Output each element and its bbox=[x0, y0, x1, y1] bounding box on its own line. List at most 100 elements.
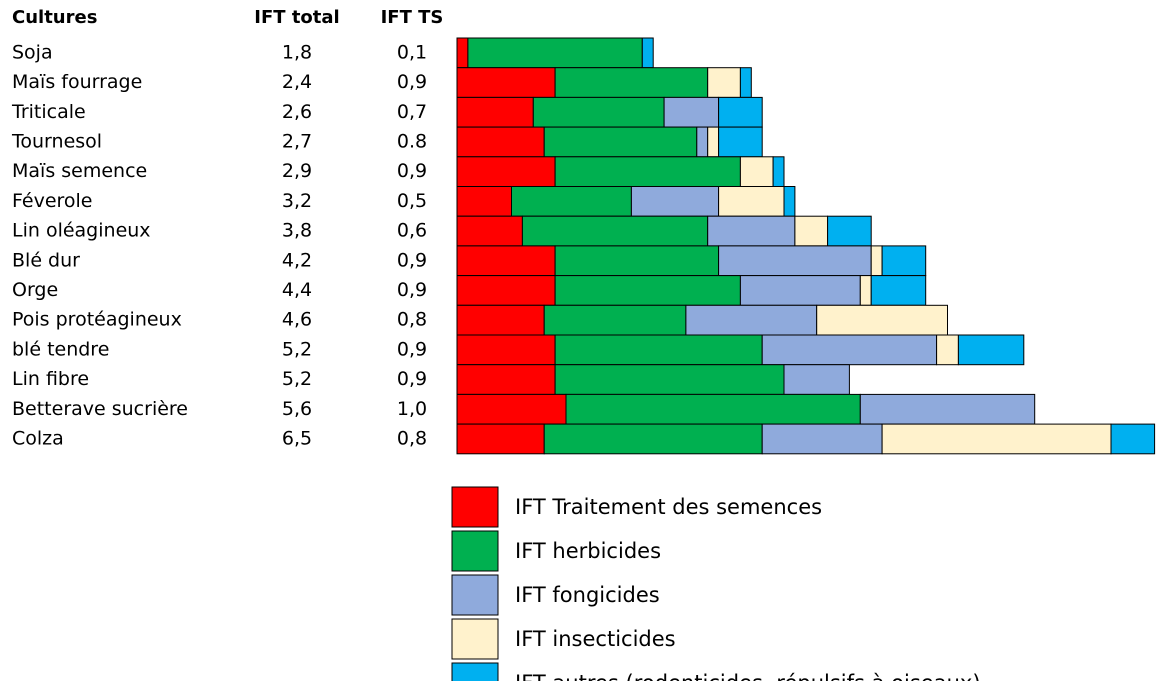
bar-segment bbox=[456, 275, 556, 306]
bar-segment bbox=[456, 37, 469, 69]
legend-swatch bbox=[451, 662, 499, 681]
bar-segment bbox=[554, 156, 741, 188]
bar-segment bbox=[1110, 423, 1156, 455]
ift-ts: 0,8 bbox=[397, 309, 427, 331]
bar-segment bbox=[456, 96, 534, 128]
bar-segment bbox=[456, 186, 512, 217]
ift-total: 5,2 bbox=[282, 338, 312, 360]
bar-segment bbox=[783, 364, 850, 395]
column-header: Cultures bbox=[12, 7, 97, 28]
bar-segment bbox=[554, 67, 709, 98]
ift-ts: 0.8 bbox=[397, 130, 427, 152]
bar-segment bbox=[783, 186, 796, 217]
bar-segment bbox=[859, 393, 1036, 425]
ift-total: 5,2 bbox=[282, 368, 312, 390]
ift-total: 1,8 bbox=[282, 41, 312, 63]
legend-swatch bbox=[451, 486, 499, 528]
legend-swatch bbox=[451, 618, 499, 660]
bar-segment bbox=[543, 304, 687, 336]
category-label: Lin fibre bbox=[12, 368, 89, 390]
bar-segment bbox=[794, 215, 829, 247]
category-label: Tournesol bbox=[11, 130, 102, 152]
category-label: blé tendre bbox=[12, 338, 109, 360]
ift-ts: 0,9 bbox=[397, 71, 427, 93]
bar-segment bbox=[511, 186, 632, 217]
bar-segment bbox=[739, 275, 861, 306]
bar-segment bbox=[707, 215, 796, 247]
category-label: Lin oléagineux bbox=[12, 220, 151, 242]
bar-segment bbox=[456, 126, 545, 158]
bar-segment bbox=[467, 37, 643, 69]
ift-ts: 0,9 bbox=[397, 249, 427, 271]
bar-segment bbox=[532, 96, 665, 128]
bar-segment bbox=[881, 423, 1112, 455]
legend-swatch bbox=[451, 574, 499, 616]
legend-label: IFT herbicides bbox=[515, 539, 661, 563]
ift-total: 2,4 bbox=[282, 71, 312, 93]
bar-segment bbox=[718, 126, 763, 158]
ift-total: 4,2 bbox=[282, 249, 312, 271]
ift-ts: 0,9 bbox=[397, 279, 427, 301]
bar-segment bbox=[456, 393, 567, 425]
bar-segment bbox=[696, 126, 709, 158]
bar-segment bbox=[772, 156, 785, 188]
bar-segment bbox=[870, 275, 927, 306]
category-label: Blé dur bbox=[12, 249, 80, 271]
ift-total: 3,2 bbox=[282, 190, 312, 212]
category-label: Maïs fourrage bbox=[12, 71, 142, 93]
category-label: Pois protéagineux bbox=[12, 309, 182, 331]
ift-ts: 0,8 bbox=[397, 427, 427, 449]
bar-segment bbox=[761, 334, 938, 366]
category-label: Soja bbox=[12, 41, 53, 63]
ift-total: 2,9 bbox=[282, 160, 312, 182]
legend-label: IFT fongicides bbox=[515, 583, 660, 607]
bar-segment bbox=[543, 126, 698, 158]
bar-segment bbox=[936, 334, 959, 366]
bar-segment bbox=[456, 304, 545, 336]
legend-label: IFT Traitement des semences bbox=[515, 495, 822, 519]
category-label: Orge bbox=[12, 279, 58, 301]
bar-segment bbox=[816, 304, 949, 336]
bar-segment bbox=[554, 275, 741, 306]
bar-segment bbox=[456, 156, 556, 188]
bar-segment bbox=[641, 37, 654, 69]
ift-ts: 0,6 bbox=[397, 220, 427, 242]
bar-segment bbox=[554, 364, 785, 395]
bar-segment bbox=[630, 186, 720, 217]
column-header: IFT TS bbox=[381, 7, 444, 28]
ift-ts: 0,5 bbox=[397, 190, 427, 212]
bar-segment bbox=[456, 245, 556, 277]
bar-segment bbox=[543, 423, 763, 455]
bar-segment bbox=[739, 67, 752, 98]
bar-segment bbox=[957, 334, 1025, 366]
bar-segment bbox=[761, 423, 883, 455]
bar-segment bbox=[870, 245, 883, 277]
bar-segment bbox=[456, 334, 556, 366]
bar-segment bbox=[718, 96, 763, 128]
bar-segment bbox=[456, 423, 545, 455]
ift-total: 4,4 bbox=[282, 279, 312, 301]
bar-segment bbox=[881, 245, 927, 277]
ift-ts: 0,9 bbox=[397, 338, 427, 360]
bar-segment bbox=[456, 67, 556, 98]
ift-ts: 0,9 bbox=[397, 368, 427, 390]
bar-segment bbox=[456, 215, 523, 247]
bar-segment bbox=[718, 186, 785, 217]
bar-segment bbox=[663, 96, 720, 128]
legend-swatch bbox=[451, 530, 499, 572]
category-label: Betterave sucrière bbox=[12, 398, 188, 420]
bar-segment bbox=[718, 245, 872, 277]
bar-segment bbox=[707, 126, 720, 158]
bar-segment bbox=[521, 215, 709, 247]
category-label: Féverole bbox=[12, 190, 93, 212]
bar-segment bbox=[554, 334, 763, 366]
bar-segment bbox=[707, 67, 741, 98]
bar-segment bbox=[685, 304, 818, 336]
ift-ts: 0,1 bbox=[397, 41, 427, 63]
ift-ts: 0,9 bbox=[397, 160, 427, 182]
category-label: Triticale bbox=[11, 101, 86, 123]
category-label: Colza bbox=[12, 427, 64, 449]
legend-label: IFT autres (rodenticides, répulsifs à oi… bbox=[515, 671, 981, 681]
ift-total: 2,7 bbox=[282, 130, 312, 152]
bar-segment bbox=[859, 275, 872, 306]
